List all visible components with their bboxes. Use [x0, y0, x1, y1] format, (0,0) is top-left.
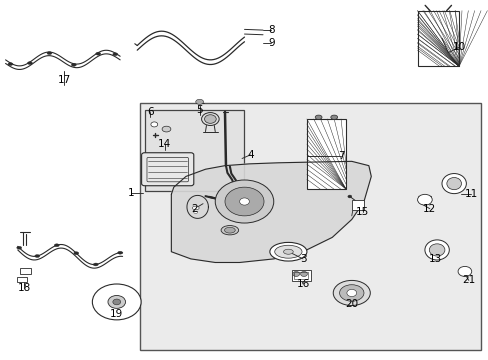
Bar [417, 11, 458, 66]
Ellipse shape [195, 99, 203, 104]
FancyBboxPatch shape [142, 153, 193, 186]
Ellipse shape [74, 252, 79, 255]
Text: 3: 3 [299, 254, 305, 264]
Ellipse shape [151, 122, 158, 127]
Bar [144, 110, 244, 191]
Ellipse shape [339, 285, 363, 301]
Text: 7: 7 [337, 150, 344, 161]
Ellipse shape [300, 271, 307, 276]
Text: 1: 1 [128, 188, 134, 198]
Text: 12: 12 [422, 204, 435, 214]
Text: 11: 11 [464, 189, 477, 199]
Text: 19: 19 [110, 310, 123, 319]
Ellipse shape [457, 266, 471, 276]
Text: 14: 14 [158, 139, 171, 149]
Ellipse shape [292, 271, 299, 276]
Ellipse shape [330, 115, 337, 120]
Text: 15: 15 [355, 207, 368, 217]
Bar [140, 103, 480, 350]
Ellipse shape [283, 249, 293, 254]
Ellipse shape [27, 62, 32, 64]
Ellipse shape [215, 180, 273, 223]
Ellipse shape [113, 53, 118, 56]
Ellipse shape [201, 113, 219, 126]
Bar [306, 119, 345, 189]
Ellipse shape [424, 240, 448, 260]
Ellipse shape [274, 245, 302, 258]
Ellipse shape [193, 211, 197, 213]
Ellipse shape [221, 226, 238, 235]
Text: 17: 17 [58, 75, 71, 85]
Ellipse shape [54, 244, 59, 247]
Text: 21: 21 [461, 275, 474, 285]
Text: 4: 4 [246, 150, 253, 160]
Ellipse shape [269, 242, 306, 261]
Ellipse shape [93, 263, 98, 266]
Ellipse shape [71, 63, 76, 66]
Bar [292, 270, 310, 281]
Text: 20: 20 [345, 299, 358, 309]
Ellipse shape [47, 52, 52, 55]
Ellipse shape [96, 52, 101, 55]
Ellipse shape [162, 126, 170, 132]
Bar [351, 200, 363, 211]
Bar [20, 268, 31, 274]
Bar [17, 277, 26, 282]
Ellipse shape [118, 251, 122, 254]
Text: 13: 13 [428, 254, 441, 264]
Ellipse shape [113, 299, 121, 305]
Ellipse shape [428, 244, 444, 256]
Text: 8: 8 [267, 25, 274, 35]
Ellipse shape [8, 63, 13, 66]
Ellipse shape [192, 206, 199, 210]
Ellipse shape [92, 284, 141, 320]
Ellipse shape [35, 255, 40, 257]
Text: 5: 5 [196, 105, 203, 115]
Ellipse shape [224, 187, 264, 216]
Ellipse shape [239, 198, 249, 205]
Ellipse shape [441, 174, 466, 194]
Text: 18: 18 [18, 283, 31, 293]
Ellipse shape [17, 246, 21, 249]
Ellipse shape [315, 115, 322, 120]
Ellipse shape [204, 115, 216, 123]
Text: 16: 16 [296, 279, 309, 289]
Ellipse shape [108, 296, 125, 309]
Bar [293, 272, 308, 279]
Polygon shape [171, 161, 370, 262]
Ellipse shape [332, 280, 369, 306]
Ellipse shape [346, 289, 356, 297]
Text: 2: 2 [191, 204, 198, 214]
Ellipse shape [224, 227, 235, 233]
Ellipse shape [347, 195, 351, 198]
Ellipse shape [417, 194, 431, 205]
Polygon shape [186, 195, 208, 219]
Ellipse shape [446, 177, 461, 190]
Text: 10: 10 [451, 42, 465, 52]
Text: 9: 9 [267, 38, 274, 48]
Text: 6: 6 [147, 107, 153, 117]
